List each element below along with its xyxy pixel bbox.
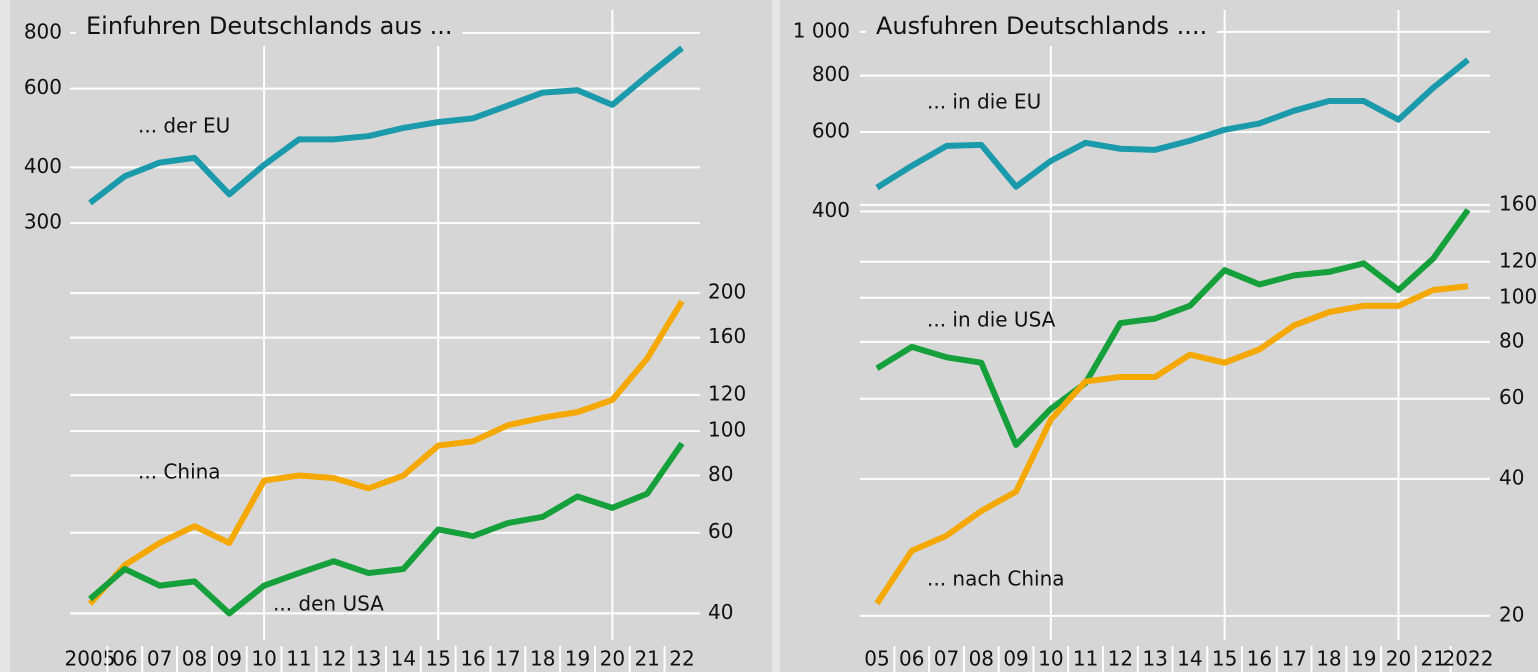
x-tick-label: 06 — [899, 647, 924, 671]
x-tick-label: 12 — [321, 647, 346, 671]
x-tick-label: 22 — [669, 647, 694, 671]
y-tick-label: 1 000 — [793, 18, 850, 42]
x-tick-label: 18 — [1316, 647, 1341, 671]
x-tick-label: 09 — [217, 647, 242, 671]
x-tick-label: 14 — [391, 647, 416, 671]
y-tick-label: 600 — [812, 119, 850, 143]
x-tick-label: 17 — [495, 647, 520, 671]
x-tick-label: 19 — [565, 647, 590, 671]
series-label: ... nach China — [927, 567, 1065, 591]
x-tick-label: 16 — [1247, 647, 1272, 671]
y-tick-label: 40 — [1499, 465, 1524, 489]
x-tick-label: 10 — [1038, 647, 1063, 671]
y-tick-label: 200 — [708, 280, 746, 304]
x-tick-label: 11 — [1073, 647, 1098, 671]
series-label: ... der EU — [138, 114, 230, 138]
y-tick-label: 300 — [24, 210, 62, 234]
x-tick-label: 06 — [112, 647, 137, 671]
data-line — [88, 45, 684, 206]
x-tick-label: 08 — [182, 647, 207, 671]
y-tick-label: 800 — [812, 62, 850, 86]
y-tick-label: 400 — [24, 154, 62, 178]
x-tick-label: 10 — [251, 647, 276, 671]
y-tick-label: 160 — [708, 324, 746, 348]
x-tick-label: 15 — [426, 647, 451, 671]
series-label: ... in die USA — [927, 308, 1056, 332]
data-line — [875, 57, 1470, 191]
x-tick-label: 13 — [1142, 647, 1167, 671]
series-label: ... China — [138, 460, 221, 484]
x-tick-label: 05 — [864, 647, 889, 671]
x-tick-label: 12 — [1108, 647, 1133, 671]
x-tick-label: 15 — [1212, 647, 1237, 671]
y-tick-label: 100 — [1499, 284, 1537, 308]
title-background — [866, 8, 1218, 46]
title-background — [76, 8, 463, 46]
panel — [780, 0, 1538, 672]
y-tick-label: 40 — [708, 600, 733, 624]
y-tick-label: 20 — [1499, 602, 1524, 626]
chart-title: Ausfuhren Deutschlands .... — [876, 12, 1207, 40]
data-line — [87, 299, 685, 606]
y-tick-label: 120 — [708, 381, 746, 405]
x-tick-label: 07 — [934, 647, 959, 671]
series-label: ... in die EU — [927, 90, 1041, 114]
y-tick-label: 60 — [708, 519, 733, 543]
x-tick-label: 07 — [147, 647, 172, 671]
chart-title: Einfuhren Deutschlands aus ... — [86, 12, 453, 40]
y-tick-label: 600 — [24, 75, 62, 99]
x-tick-label: 21 — [1421, 647, 1446, 671]
y-tick-label: 800 — [24, 19, 62, 43]
x-tick-label: 13 — [356, 647, 381, 671]
x-tick-label: 16 — [460, 647, 485, 671]
x-tick-label: 18 — [530, 647, 555, 671]
x-tick-label: 09 — [1003, 647, 1028, 671]
y-tick-label: 400 — [812, 198, 850, 222]
data-line — [875, 208, 1471, 448]
x-tick-label: 19 — [1351, 647, 1376, 671]
y-tick-label: 120 — [1499, 248, 1537, 272]
series-label: ... den USA — [273, 592, 384, 616]
x-tick-label: 2022 — [1443, 647, 1494, 671]
data-line — [88, 441, 685, 617]
y-tick-label: 60 — [1499, 385, 1524, 409]
y-tick-label: 80 — [708, 462, 733, 486]
y-tick-label: 160 — [1499, 191, 1537, 215]
x-tick-label: 11 — [286, 647, 311, 671]
x-tick-label: 21 — [634, 647, 659, 671]
x-tick-label: 20 — [1386, 647, 1411, 671]
x-tick-label: 20 — [600, 647, 625, 671]
y-tick-label: 80 — [1499, 328, 1524, 352]
y-tick-label: 100 — [708, 418, 746, 442]
x-tick-label: 08 — [969, 647, 994, 671]
x-tick-label: 17 — [1281, 647, 1306, 671]
x-tick-label: 14 — [1177, 647, 1202, 671]
data-line — [874, 283, 1469, 606]
